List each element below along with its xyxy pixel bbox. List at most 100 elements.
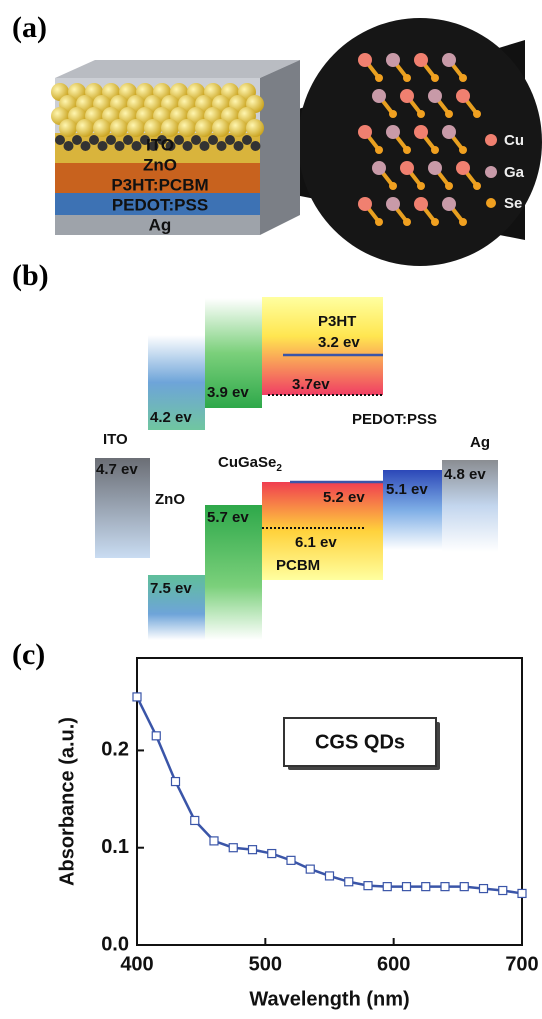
legend-swatch [486,198,496,208]
atom [445,182,453,190]
dot [110,119,128,137]
atom [386,125,400,139]
level-label: 3.2 ev [318,334,360,351]
material-label: P3HT [318,313,356,330]
x-tick-label: 700 [505,953,538,975]
dot [161,119,179,137]
layer-label: PEDOT:PSS [112,195,208,214]
data-point [422,883,430,891]
data-point [306,865,314,873]
material-label: CuGaSe2 [218,454,282,474]
dot [93,119,111,137]
atom [414,53,428,67]
dot [212,119,230,137]
data-point [249,846,257,854]
level-label: 3.7ev [292,376,330,393]
energy-diagram: ITO ZnO CuGaSe2 P3HT PCBM PEDOT:PSS Ag 4… [95,297,498,640]
panel-label: (a) [12,11,47,44]
layer-label: ZnO [143,155,177,174]
dot [234,141,244,151]
atom [375,74,383,82]
annotation: CGS QDs [315,731,405,753]
level-label: 5.2 ev [323,489,365,506]
data-point [133,693,141,701]
atom [358,125,372,139]
data-point [480,885,488,893]
dot [98,141,108,151]
dot [59,119,77,137]
dot [55,135,65,145]
atom [456,89,470,103]
dot [200,141,210,151]
atom [403,74,411,82]
dot [106,135,116,145]
level-label: 4.8 ev [444,466,486,483]
legend-swatch [485,134,497,146]
layer-label: ITO [146,135,174,154]
atom [375,218,383,226]
material-label: PCBM [276,557,320,574]
data-point [345,878,353,886]
legend-label: Cu [504,132,524,149]
dot [89,135,99,145]
level-label: 7.5 ev [150,580,192,597]
dot [174,135,184,145]
atom [403,218,411,226]
layer-label: P3HT:PCBM [111,175,208,194]
data-point [268,850,276,858]
atom [459,74,467,82]
atom [417,182,425,190]
data-point [287,856,295,864]
dot [178,119,196,137]
dot [225,135,235,145]
chart: 0.00.10.2400500600700Wavelength (nm)Abso… [56,658,538,1010]
level-label: 5.1 ev [386,481,428,498]
dot [217,141,227,151]
data-point [441,883,449,891]
dot [123,135,133,145]
dot [208,135,218,145]
atom [473,110,481,118]
atom [459,218,467,226]
atom [442,197,456,211]
data-point [326,872,334,880]
material-label: ZnO [155,491,185,508]
atom [417,110,425,118]
subscript: 2 [276,463,282,474]
dot [132,141,142,151]
dot [127,119,145,137]
level-label: 3.9 ev [207,384,249,401]
data-point [191,816,199,824]
figure: (a) ITO ZnO P3HT:PCBM PEDOT:PSS Ag Cu Ga… [0,0,542,1014]
x-tick-label: 600 [377,953,410,975]
level-label: 4.7 ev [96,461,138,478]
panel-label: (b) [12,259,49,292]
data-point [499,887,507,895]
material-label: CuGaSe [218,454,276,471]
material-label: Ag [470,434,490,451]
atom [428,161,442,175]
dot [72,135,82,145]
y-tick-label: 0.2 [101,739,129,761]
x-tick-label: 400 [120,953,153,975]
atom [389,110,397,118]
atom [431,74,439,82]
data-point [460,883,468,891]
dot [76,119,94,137]
atom [400,89,414,103]
x-tick-label: 500 [249,953,282,975]
dot [242,135,252,145]
atom [358,53,372,67]
y-tick-label: 0.1 [101,836,129,858]
atom [414,197,428,211]
atom [389,182,397,190]
atom [456,161,470,175]
atom [375,146,383,154]
legend-label: Ga [504,164,525,181]
atom [459,146,467,154]
dot [191,135,201,145]
data-point [518,889,526,897]
y-axis-label: Absorbance (a.u.) [56,717,78,886]
atom [358,197,372,211]
dot [246,119,264,137]
